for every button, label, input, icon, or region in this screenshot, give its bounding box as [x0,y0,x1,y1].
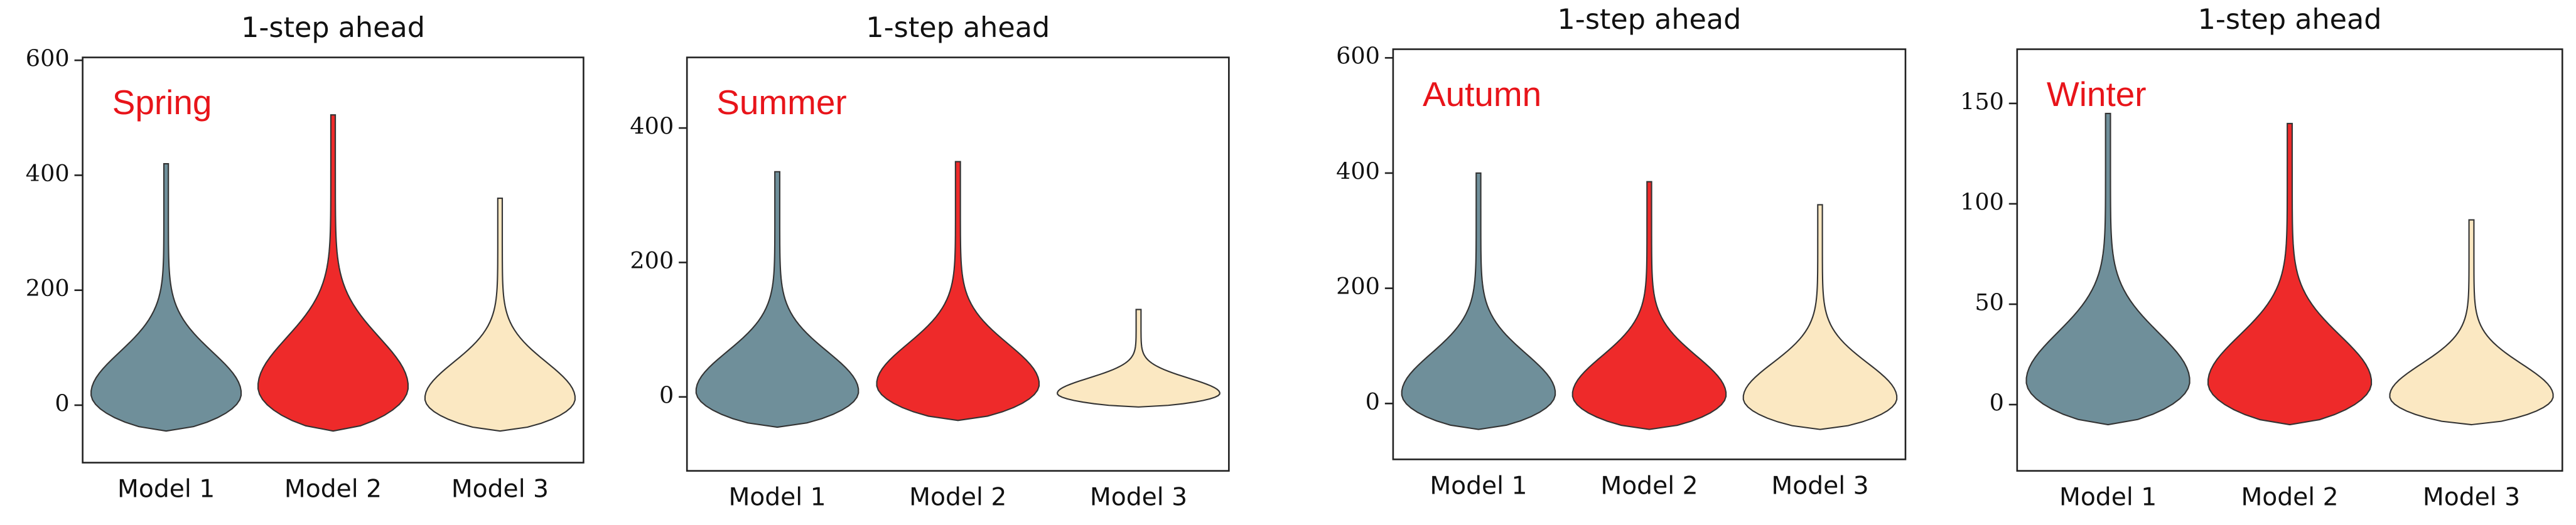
plot-frame [2016,48,2563,472]
plot-frame [686,56,1230,472]
violin [257,114,409,432]
violin [1742,204,1898,430]
x-tick-label: Model 3 [1090,484,1187,512]
x-tick-label: Model 3 [451,475,549,504]
x-tick-label: Model 2 [284,475,382,504]
violin [1401,172,1556,430]
y-tick-label: 0 [1366,388,1380,415]
season-label: Summer [716,83,846,122]
season-label: Winter [2047,75,2147,114]
y-tick-label: 150 [1960,88,2004,115]
y-tick-label: 200 [26,275,70,302]
x-tick-label: Model 2 [909,484,1006,512]
y-tick-label: 400 [26,160,70,187]
y-tick-label: 0 [1990,390,2004,416]
chart-title: 1-step ahead [2198,4,2382,36]
x-tick-label: Model 1 [728,484,826,512]
violin [1571,181,1727,430]
violin [2389,219,2554,426]
y-tick-label: 600 [1336,43,1380,70]
x-tick-label: Model 1 [1430,472,1527,500]
y-tick-label: 200 [630,247,674,274]
x-tick-label: Model 3 [2423,484,2520,512]
y-tick-label: 400 [630,113,674,140]
violin [424,198,576,432]
x-tick-label: Model 2 [1600,472,1698,500]
violin [876,161,1040,422]
y-tick-label: 400 [1336,157,1380,184]
violin [2025,112,2191,426]
y-tick-label: 0 [659,381,674,408]
season-label: Autumn [1423,75,1541,114]
chart-title: 1-step ahead [1558,4,1742,36]
plot-frame [82,56,585,464]
x-tick-label: Model 1 [117,475,215,504]
violin [90,163,242,432]
plot-frame [1392,48,1907,460]
x-tick-label: Model 1 [2059,484,2157,512]
x-tick-label: Model 3 [1771,472,1868,500]
y-tick-label: 200 [1336,273,1380,300]
chart-title: 1-step ahead [866,12,1050,44]
chart-title: 1-step ahead [241,12,425,44]
violin [2207,122,2373,426]
y-tick-label: 600 [26,45,70,72]
violin [1057,309,1221,408]
season-label: Spring [112,83,212,122]
y-tick-label: 0 [55,390,69,416]
y-tick-label: 50 [1975,289,2004,316]
x-tick-label: Model 2 [2241,484,2338,512]
y-tick-label: 100 [1960,188,2004,215]
violin [695,171,860,428]
